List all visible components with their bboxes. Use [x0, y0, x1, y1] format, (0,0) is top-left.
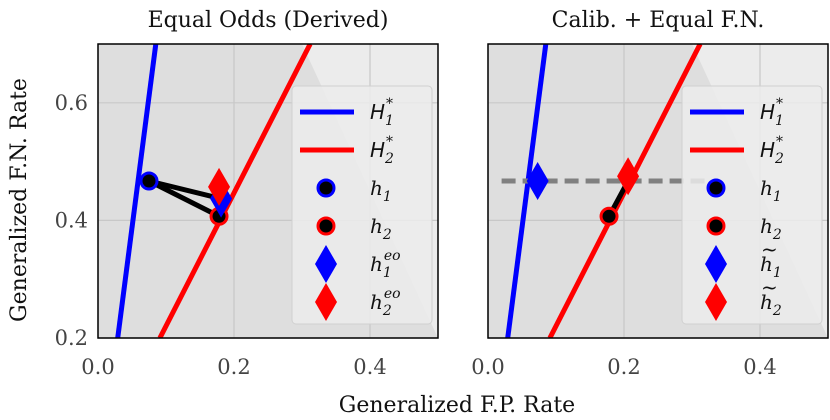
legend-label-sub: 1	[773, 189, 782, 205]
legend-label-sub: 2	[382, 227, 392, 243]
legend-label-h1_eo: h1eo	[370, 248, 401, 281]
legend-label-h2: h2	[760, 214, 782, 243]
y-tick-label: 0.2	[55, 326, 88, 350]
legend-label-main: h	[370, 176, 383, 200]
legend-label-h2: h2	[370, 214, 392, 243]
axes-frame	[97, 43, 439, 339]
legend-label-sup: eo	[384, 286, 401, 302]
legend-label-main: h	[370, 214, 383, 238]
legend-label-sub: 2	[384, 151, 394, 167]
legend-label-sup: *	[386, 134, 393, 150]
legend-label-h1: h1	[760, 176, 782, 205]
x-tick-label: 0.2	[217, 355, 250, 379]
legend-label-sub: 1	[383, 189, 392, 205]
point-h1	[139, 171, 159, 191]
x-tick-label: 0.0	[471, 355, 504, 379]
legend-label-sub: 2	[382, 303, 392, 319]
legend-label-main: h	[760, 252, 773, 276]
legend-label-sub: 1	[385, 113, 394, 129]
panel-title: Calib. + Equal F.N.	[552, 8, 765, 33]
series-line-H1*	[505, 44, 549, 338]
legend-marker-h2	[706, 216, 726, 236]
legend-label-sub: 1	[775, 113, 784, 129]
legend-label-sub: 2	[772, 227, 782, 243]
legend-label-H1*: H1*	[760, 96, 784, 129]
legend-box	[291, 85, 433, 325]
y-axis-label: Generalized F.N. Rate	[7, 78, 32, 322]
legend-label-sup: eo	[384, 248, 401, 264]
legend-marker-h2	[316, 216, 336, 236]
legend-marker-h2_tilde	[705, 283, 727, 321]
legend-label-sup: *	[386, 96, 393, 112]
axes-frame	[487, 43, 829, 339]
series-line-H2*	[157, 44, 313, 338]
series-line-H1*	[115, 44, 159, 338]
legend-label-main: H	[760, 138, 775, 162]
legend-label-sub: 1	[383, 265, 392, 281]
legend-label-sub: 1	[773, 265, 782, 281]
legend-label-main: H	[370, 100, 385, 124]
legend-label-sub: 2	[774, 151, 784, 167]
connector-line	[147, 178, 221, 219]
legend-label-h1_tilde: h1	[760, 252, 782, 281]
legend-label-H1*: H1*	[370, 96, 394, 129]
x-axis-label: Generalized F.P. Rate	[339, 393, 575, 415]
point-h2_tilde	[617, 157, 640, 196]
legend-tilde-accent: ~	[761, 237, 778, 261]
legend-label-main: h	[760, 176, 773, 200]
legend-label-h2_eo: h2eo	[370, 286, 401, 319]
point-h2_eo	[208, 167, 231, 206]
connector-line	[148, 178, 222, 202]
legend-marker-h1	[316, 178, 336, 198]
plot-area	[501, 44, 706, 338]
legend-label-H2*: H2*	[370, 134, 394, 167]
y-tick-label: 0.4	[55, 208, 88, 232]
point-h2	[599, 206, 619, 226]
legend-label-h2_tilde: h2	[760, 290, 782, 319]
legend-label-sup: *	[776, 96, 783, 112]
legend-label-main: h	[760, 290, 773, 314]
legend-marker-h1_eo	[315, 245, 337, 283]
legend-label-sub: 2	[772, 303, 782, 319]
legend-label-h1: h1	[370, 176, 392, 205]
legend-label-main: H	[370, 138, 385, 162]
legend-label-main: H	[760, 100, 775, 124]
legend-marker-h1	[706, 178, 726, 198]
legend-label-main: h	[370, 290, 383, 314]
plot-area	[115, 44, 313, 338]
legend-label-main: h	[370, 252, 383, 276]
legend-label-H2*: H2*	[760, 134, 784, 167]
point-h1_tilde	[526, 162, 549, 201]
x-tick-label: 0.4	[353, 355, 386, 379]
legend-marker-h2_eo	[315, 283, 337, 321]
legend-label-main: h	[760, 214, 773, 238]
legend-marker-h1_tilde	[705, 245, 727, 283]
panel-title: Equal Odds (Derived)	[148, 8, 389, 33]
x-tick-label: 0.0	[81, 355, 114, 379]
legend-label-sup: *	[776, 134, 783, 150]
x-tick-label: 0.4	[743, 355, 776, 379]
x-tick-label: 0.2	[607, 355, 640, 379]
legend-tilde-accent: ~	[761, 275, 778, 299]
y-tick-label: 0.6	[55, 91, 88, 115]
legend-box	[681, 85, 823, 325]
